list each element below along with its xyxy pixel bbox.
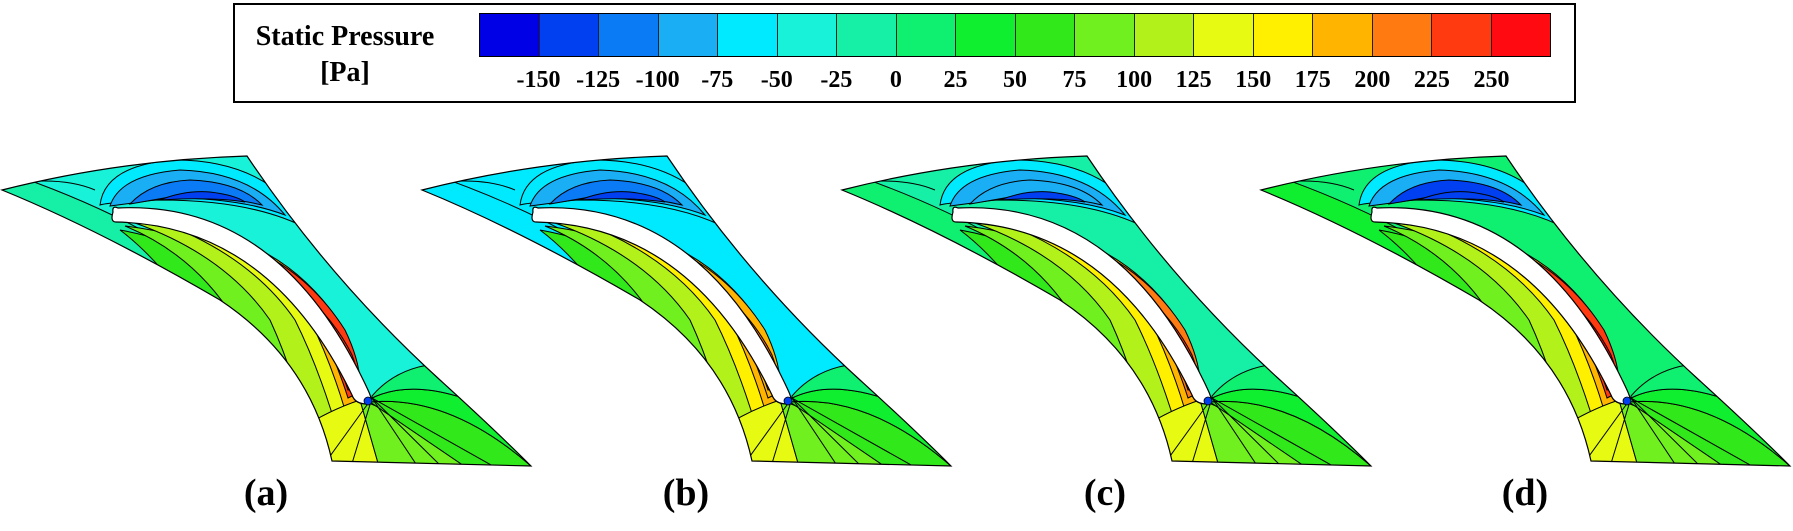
colorbar-swatch — [658, 14, 718, 56]
colorbar-tick-label: 25 — [943, 67, 968, 93]
legend-title-line1: Static Pressure — [255, 21, 435, 52]
colorbar-legend: Static Pressure [Pa] -150 -125 -100 -75 -50-… — [233, 3, 1576, 103]
colorbar-tick-label: 150 — [1235, 67, 1272, 93]
colorbar-tick-label: 100 — [1116, 67, 1153, 93]
colorbar-swatch — [1075, 14, 1135, 56]
colorbar-tick-label: 50 — [1003, 67, 1027, 93]
colorbar-tick-label: 200 — [1354, 67, 1391, 93]
colorbar-swatch — [1491, 14, 1550, 56]
colorbar-tick-label: -100 — [635, 67, 680, 93]
colorbar-swatch — [1313, 14, 1373, 56]
colorbar-tick-label: -150 — [516, 67, 561, 93]
panel-label-b: (b) — [662, 472, 710, 514]
colorbar — [479, 13, 1551, 57]
colorbar-tick-label: -125 — [576, 67, 621, 93]
colorbar-swatch — [956, 14, 1016, 56]
legend-title-unit: [Pa] — [320, 57, 370, 88]
domain-outline — [0, 155, 533, 467]
colorbar-swatch — [837, 14, 897, 56]
colorbar-swatch — [1134, 14, 1194, 56]
colorbar-swatch — [1432, 14, 1492, 56]
legend-title: Static Pressure [Pa] — [245, 19, 445, 91]
colorbar-tick-label: 225 — [1413, 67, 1450, 93]
colorbar-swatch — [718, 14, 778, 56]
domain-outline — [420, 155, 953, 467]
colorbar-tick-label: 250 — [1473, 67, 1510, 93]
colorbar-swatch — [480, 14, 540, 56]
colorbar-tick-label: 125 — [1175, 67, 1212, 93]
panel-label-c: (c) — [1083, 472, 1127, 514]
colorbar-tick-label: -25 — [820, 67, 853, 93]
colorbar-tick-label: 0 — [889, 67, 902, 93]
colorbar-tick-label: 175 — [1294, 67, 1331, 93]
colorbar-tick-label: -75 — [701, 67, 734, 93]
colorbar-swatch — [896, 14, 956, 56]
colorbar-swatch — [1194, 14, 1254, 56]
panel-label-a: (a) — [243, 472, 289, 514]
colorbar-swatch — [777, 14, 837, 56]
panel-label-d: (d) — [1501, 472, 1549, 514]
colorbar-tick-label: 75 — [1062, 67, 1087, 93]
contour-panel-d — [1259, 155, 1792, 467]
colorbar-swatch — [1253, 14, 1313, 56]
domain-outline — [1259, 155, 1792, 467]
colorbar-tick-label: -50 — [760, 67, 793, 93]
domain-outline — [840, 155, 1373, 467]
colorbar-swatch — [599, 14, 659, 56]
colorbar-swatch — [1015, 14, 1075, 56]
colorbar-ticks: -150 -125 -100 -75 -50 -25 0 25 50 75 100 125 150 175… — [479, 65, 1551, 95]
colorbar-swatch — [1372, 14, 1432, 56]
colorbar-swatch — [539, 14, 599, 56]
